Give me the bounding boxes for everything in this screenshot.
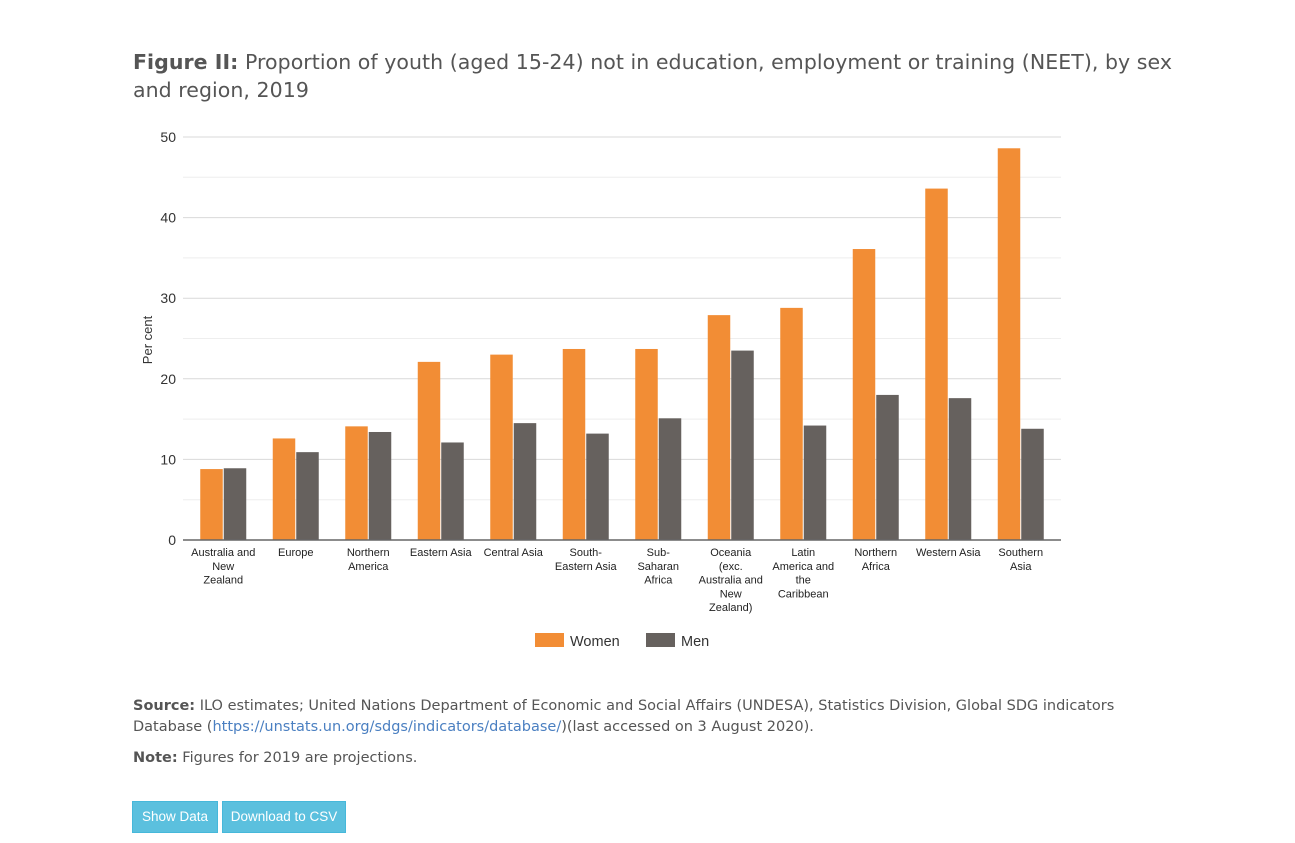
show-data-button[interactable]: Show Data [132,801,218,833]
bar-men[interactable] [803,425,827,540]
x-tick-label: Latin America and the Caribbean [772,547,834,600]
chart-title: Figure II: Proportion of youth (aged 15-… [133,48,1173,104]
bar-women[interactable] [345,426,368,540]
bar-women[interactable] [997,148,1021,540]
y-tick-label: 10 [160,451,176,467]
x-tick-label: Northern Africa [854,547,897,573]
bar-chart: 0 10 20 30 40 50 Per cent Australia and New Zea… [140,129,1061,650]
figure-title-text: Proportion of youth (aged 15-24) not in … [133,50,1173,102]
bar-women[interactable] [417,361,441,540]
legend-label-men[interactable]: Men [681,634,709,650]
bar-women[interactable] [707,315,731,540]
source-label: Source: [133,698,196,714]
bar-women[interactable] [925,188,948,541]
y-axis-ticks: 0 10 20 30 40 50 [160,129,176,548]
bar-women[interactable] [780,307,803,540]
bar-women[interactable] [272,438,296,540]
bar-men[interactable] [223,468,247,540]
x-tick-label: Europe [278,547,313,559]
legend-swatch-men[interactable] [646,633,675,647]
y-tick-label: 40 [160,210,176,226]
x-tick-label: Western Asia [916,547,981,559]
download-csv-button[interactable]: Download to CSV [222,801,346,833]
bars [200,148,1044,541]
x-tick-label: Northern America [347,547,390,573]
source-tail: )(last accessed on 3 August 2020). [561,719,814,735]
projection-note: Note: Figures for 2019 are projections. [133,748,417,769]
bar-men[interactable] [658,418,682,540]
bar-women[interactable] [200,469,223,540]
x-tick-label: Oceania (exc. Australia and New Zealand) [699,547,763,614]
x-tick-label: Eastern Asia [410,547,473,559]
x-tick-label: Australia and New Zealand [191,547,255,587]
bar-men[interactable] [731,350,754,540]
x-tick-label: Sub-Saharan Africa [637,547,679,587]
bar-men[interactable] [368,431,392,540]
bar-men[interactable] [296,452,319,540]
x-tick-label: Central Asia [484,547,544,559]
bar-men[interactable] [1021,428,1044,540]
legend[interactable]: Women Men [535,633,709,650]
y-tick-label: 50 [160,129,176,145]
bar-men[interactable] [513,423,537,540]
gridlines [183,136,1061,501]
x-axis-labels: Australia and New Zealand Europe Northern Ame… [191,547,1043,614]
bar-women[interactable] [635,348,658,540]
source-text: ILO estimates; United Nations Department… [133,698,1115,735]
bar-men[interactable] [586,433,609,540]
source-note: Source: ILO estimates; United Nations De… [133,696,1143,738]
legend-label-women[interactable]: Women [570,634,620,650]
x-tick-label: Southern Asia [998,547,1043,573]
bar-women[interactable] [852,249,876,540]
y-tick-label: 20 [160,371,176,387]
bar-men[interactable] [948,398,972,540]
note-label: Note: [133,750,178,766]
y-tick-label: 0 [168,532,176,548]
y-tick-label: 30 [160,290,176,306]
note-text: Figures for 2019 are projections. [177,750,418,766]
bar-men[interactable] [876,394,899,540]
bar-men[interactable] [441,442,464,540]
y-axis-label: Per cent [140,315,155,364]
x-tick-label: South-Eastern Asia [555,547,618,573]
bar-women[interactable] [490,354,513,540]
legend-swatch-women[interactable] [535,633,564,647]
figure-label: Figure II: [133,50,239,74]
bar-women[interactable] [562,348,586,540]
database-link[interactable]: https://unstats.un.org/sdgs/indicators/d… [212,719,562,735]
